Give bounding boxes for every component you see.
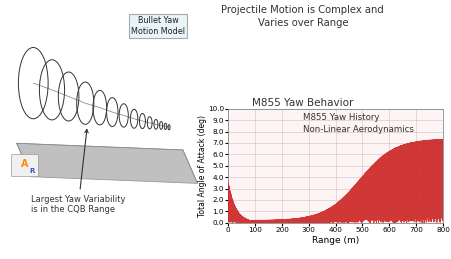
Y-axis label: Total Angle of Attack (deg): Total Angle of Attack (deg)	[197, 115, 206, 217]
Text: Bullet Yaw
Motion Model: Bullet Yaw Motion Model	[131, 16, 184, 36]
Text: Largest Yaw Variability
is in the CQB Range: Largest Yaw Variability is in the CQB Ra…	[31, 130, 125, 214]
FancyBboxPatch shape	[11, 154, 38, 177]
X-axis label: Range (m): Range (m)	[311, 236, 359, 245]
Text: R: R	[29, 168, 35, 174]
Text: Projectile Motion is Complex and
Varies over Range: Projectile Motion is Complex and Varies …	[221, 5, 383, 28]
Polygon shape	[17, 143, 197, 183]
Text: M855 Yaw History
Non-Linear Aerodynamics: M855 Yaw History Non-Linear Aerodynamics	[303, 113, 414, 134]
Text: A: A	[21, 160, 28, 169]
Text: M855 Yaw Behavior: M855 Yaw Behavior	[252, 98, 353, 109]
